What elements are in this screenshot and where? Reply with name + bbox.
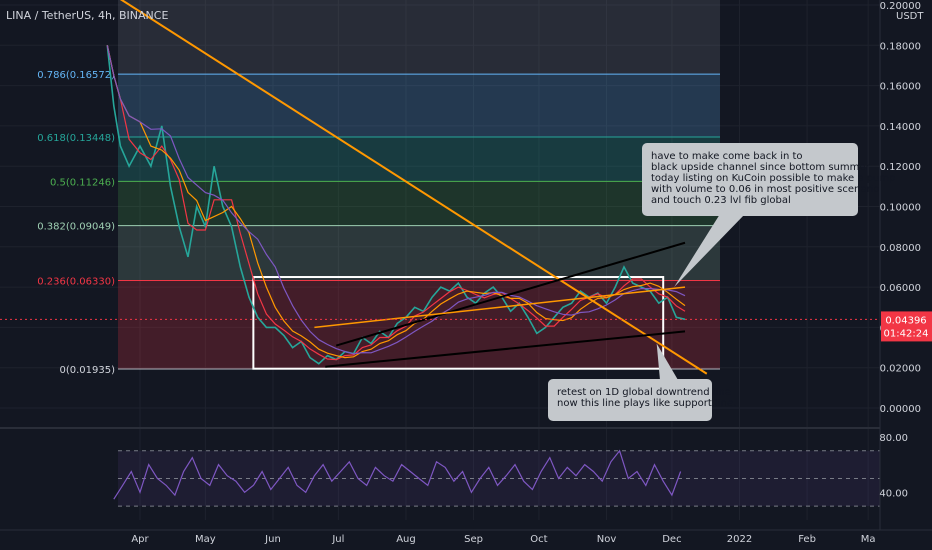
y-tick-label: 0.00000 <box>880 404 921 415</box>
moving-average-line <box>106 45 686 359</box>
channel-upper-line[interactable] <box>335 241 686 347</box>
callout-text: retest on 1D global downtrend line <box>557 387 731 398</box>
fib-level-label: 0(0.01935) <box>59 365 115 376</box>
y-axis-background <box>880 0 932 550</box>
channel-lower-line[interactable] <box>325 330 686 368</box>
x-tick-label: Jun <box>264 534 281 545</box>
rsi-tick-label: 80.00 <box>879 433 908 444</box>
grid <box>0 0 880 520</box>
fib-retracement[interactable]: 0(0.01935) 0.236(0.06330) 0.382(0.09049) 0.… <box>37 0 720 376</box>
y-tick-label: 0.02000 <box>880 364 921 375</box>
fib-zone <box>118 74 720 138</box>
rsi-line <box>113 449 682 500</box>
y-tick-label: 0.12000 <box>880 162 921 173</box>
y-tick-label: 0.16000 <box>880 82 921 93</box>
callout-text: today listing on KuCoin possible to make… <box>651 173 895 184</box>
fib-zone <box>118 0 720 75</box>
moving-average-line <box>106 45 686 355</box>
callout-text: now this line plays like support line. <box>557 398 736 409</box>
fib-level-label: 0.236(0.06330) <box>37 276 115 287</box>
x-tick-label: Nov <box>597 534 617 545</box>
x-tick-label: 2022 <box>727 534 752 545</box>
currency-label: USDT <box>896 11 924 22</box>
countdown-label: 01:42:24 <box>884 328 929 339</box>
callout-box-kucoin[interactable] <box>642 143 858 216</box>
last-price-badge <box>881 311 932 342</box>
y-tick-label: 0.08000 <box>880 243 921 254</box>
callout-pointer <box>674 214 745 288</box>
fib-zone <box>118 280 720 370</box>
chart-title: LINA / TetherUS, 4h, BINANCE <box>6 9 168 22</box>
channel-mid-line[interactable] <box>314 286 686 329</box>
fib-zone <box>118 137 720 182</box>
y-tick-label: 0.06000 <box>880 283 921 294</box>
x-tick-label: Feb <box>798 534 816 545</box>
x-tick-label: Jul <box>331 534 344 545</box>
fib-level-label: 0.786(0.16572) <box>37 70 115 81</box>
fib-level-label: 0.5(0.11246) <box>50 177 115 188</box>
callout-text: and touch 0.23 lvl fib global <box>651 195 791 206</box>
y-tick-label: 0.10000 <box>880 203 921 214</box>
callout-text: black upside channel since bottom summer <box>651 162 871 173</box>
x-tick-label: Oct <box>530 534 547 545</box>
last-price-label: 0.04396 <box>885 315 926 326</box>
fib-level-label: 0.618(0.13448) <box>37 133 115 144</box>
x-tick-label: Apr <box>131 534 149 545</box>
x-tick-label: Ma <box>861 534 876 545</box>
fib-zone <box>118 225 720 281</box>
callout-pointer <box>656 343 678 380</box>
x-tick-label: Sep <box>464 534 483 545</box>
rsi-tick-label: 40.00 <box>879 488 908 499</box>
range-box-rect[interactable] <box>252 276 665 370</box>
callout-text: with volume to 0.06 in most positive sce… <box>651 184 879 195</box>
fib-level-label: 0.382(0.09049) <box>37 222 115 233</box>
rsi-panel <box>0 427 932 507</box>
x-tick-label: Aug <box>396 534 416 545</box>
callout-text: have to make come back in to <box>651 151 803 162</box>
x-tick-label: May <box>195 534 216 545</box>
trend-lines[interactable] <box>0 0 880 375</box>
downtrend-line[interactable] <box>114 0 708 375</box>
range-box[interactable] <box>252 276 665 370</box>
y-tick-label: 0.20000 <box>880 1 921 12</box>
y-tick-label: 0.18000 <box>880 41 921 52</box>
callout-box-retest[interactable] <box>548 379 712 421</box>
x-tick-label: Dec <box>662 534 681 545</box>
y-tick-label: 0.14000 <box>880 122 921 133</box>
